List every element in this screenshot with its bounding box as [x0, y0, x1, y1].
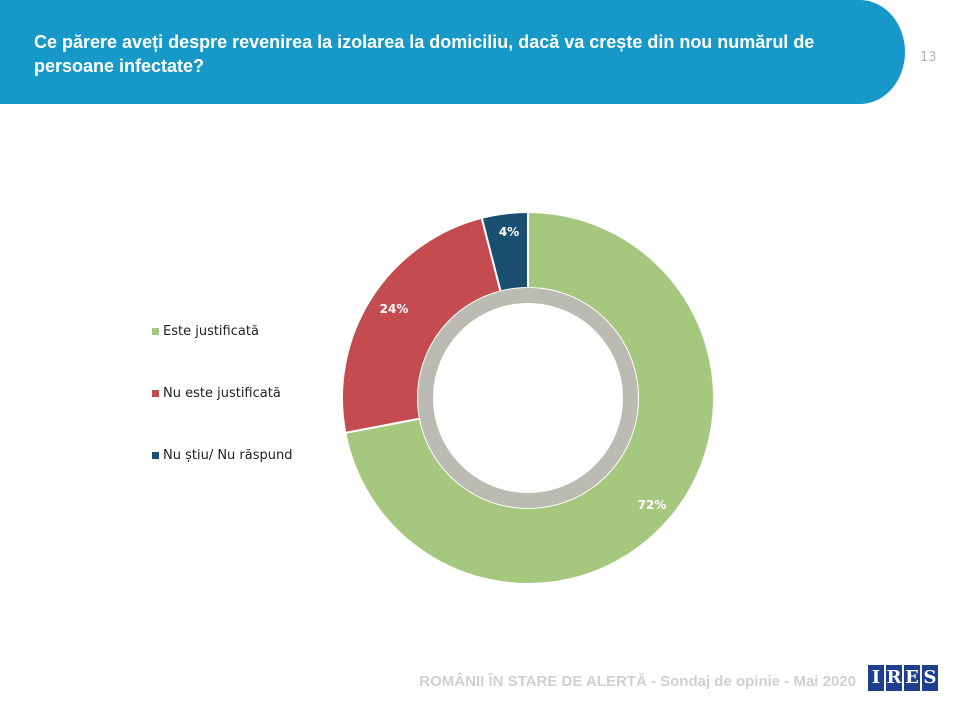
- legend-label: Nu știu/ Nu răspund: [163, 448, 293, 463]
- page-number: 13: [920, 50, 937, 65]
- slice-1: [341, 216, 502, 435]
- legend: Este justificată Nu este justificată Nu șt…: [152, 324, 293, 510]
- legend-label: Nu este justificată: [163, 386, 281, 401]
- legend-item: Este justificată: [152, 324, 293, 339]
- legend-swatch: [152, 328, 159, 335]
- legend-swatch: [152, 452, 159, 459]
- header-banner: [0, 0, 905, 104]
- slice-0: [344, 210, 715, 585]
- page-title: Ce părere aveți despre revenirea la izol…: [34, 32, 815, 76]
- legend-swatch: [152, 390, 159, 397]
- data-label-1: 24%: [380, 302, 409, 316]
- slice-2: [480, 210, 529, 293]
- legend-item: Nu știu/ Nu răspund: [152, 448, 293, 463]
- footer-text: ROMÂNII ÎN STARE DE ALERTĂ - Sondaj de o…: [419, 673, 856, 690]
- donut-hole: [433, 303, 623, 493]
- data-label-2: 4%: [499, 225, 519, 239]
- legend-label: Este justificată: [163, 324, 259, 339]
- legend-item: Nu este justificată: [152, 386, 293, 401]
- data-label-0: 72%: [638, 498, 667, 512]
